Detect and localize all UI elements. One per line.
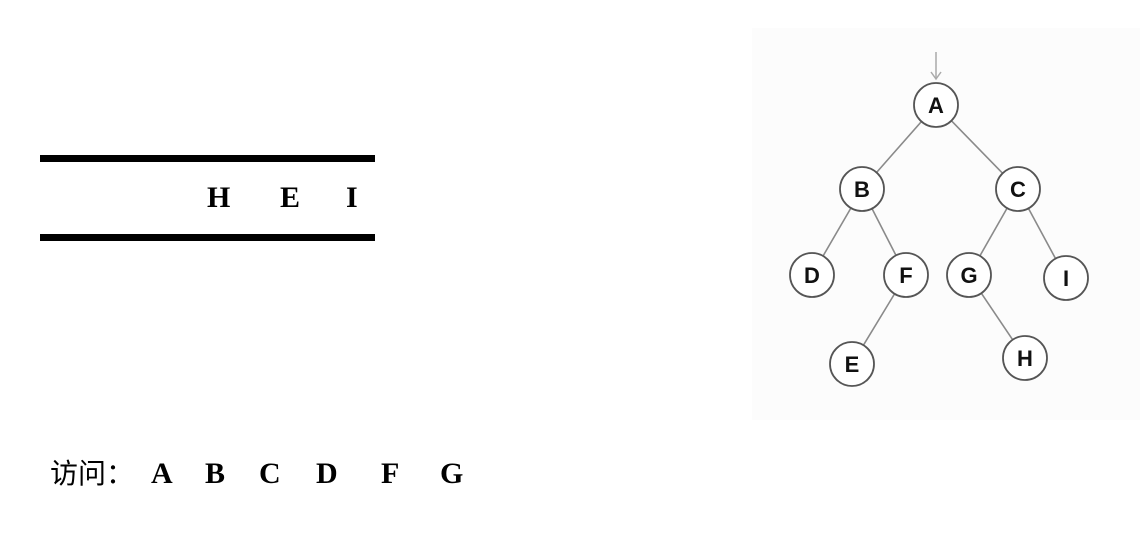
visit-label: 访问： [50, 457, 135, 490]
tree-node-circle [883, 252, 929, 298]
tree-node-circle [1002, 335, 1048, 381]
binary-tree: A B C D F G I E H [789, 52, 1089, 387]
tree-node-label: B [854, 177, 870, 202]
queue-box: H E I [40, 155, 375, 241]
tree-node-circle [829, 341, 875, 387]
tree-edge-G-H [980, 292, 1014, 341]
tree-edge-C-I [1027, 207, 1057, 260]
tree-node-circle [995, 166, 1041, 212]
visit-item: D [316, 457, 338, 490]
tree-node-label: I [1063, 266, 1069, 291]
visit-item: F [381, 457, 400, 490]
tree-node-circle [913, 82, 959, 128]
tree-node-E: E [829, 341, 875, 387]
queue-item: H [207, 181, 231, 214]
tree-node-D: D [789, 252, 835, 298]
tree-edge-F-E [862, 293, 896, 346]
tree-node-label: H [1017, 346, 1033, 371]
visit-item: C [259, 457, 281, 490]
tree-edge-A-B [875, 120, 923, 174]
visit-item: B [205, 457, 226, 490]
tree-node-circle [946, 252, 992, 298]
tree-node-I: I [1043, 255, 1089, 301]
tree-node-H: H [1002, 335, 1048, 381]
tree-edge-B-F [871, 208, 897, 256]
tree-node-label: C [1010, 177, 1026, 202]
tree-node-label: F [899, 263, 912, 288]
tree-edge-A-C [950, 120, 1004, 174]
tree-node-circle [839, 166, 885, 212]
visit-item: A [151, 457, 173, 490]
tree-edge-B-D [822, 207, 852, 257]
tree-edge-C-G [979, 207, 1008, 257]
tree-node-label: E [845, 352, 860, 377]
tree-node-label: D [804, 263, 820, 288]
tree-node-label: G [960, 263, 977, 288]
queue-bottom-rule [40, 234, 375, 241]
visit-item: G [440, 457, 464, 490]
tree-node-G: G [946, 252, 992, 298]
root-entry-arrowhead-icon [930, 71, 942, 81]
tree-node-C: C [995, 166, 1041, 212]
queue-item: E [280, 181, 301, 214]
tree-node-circle [1043, 255, 1089, 301]
queue-top-rule [40, 155, 375, 162]
tree-node-A: A [913, 82, 959, 128]
tree-node-label: A [928, 93, 944, 118]
queue-item: I [346, 181, 358, 214]
tree-node-F: F [883, 252, 929, 298]
tree-node-circle [789, 252, 835, 298]
binary-tree-panel: A B C D F G I E H [752, 28, 1140, 420]
tree-node-B: B [839, 166, 885, 212]
